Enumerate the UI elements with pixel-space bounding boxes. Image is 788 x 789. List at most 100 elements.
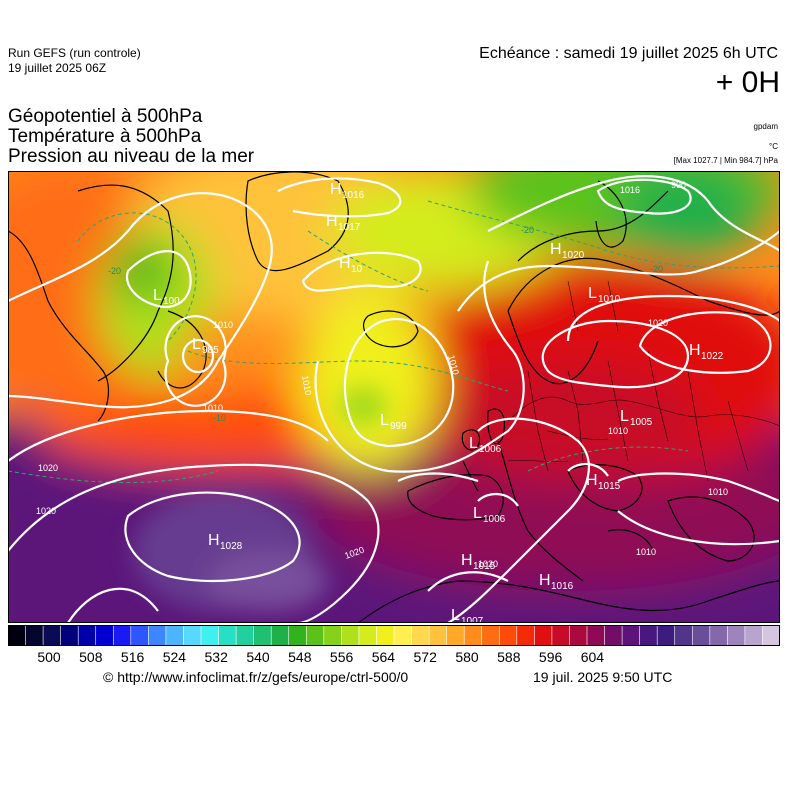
colorbar-cell	[130, 625, 149, 646]
coastlines	[8, 171, 780, 623]
colorbar-cell	[621, 625, 641, 646]
colorbar-cell	[674, 625, 693, 646]
colorbar-cell	[270, 625, 290, 646]
isobar-label: 1010	[636, 547, 656, 557]
center-value: 10	[351, 264, 363, 275]
colorbar-cell	[148, 625, 167, 646]
center-letter: L	[451, 607, 460, 623]
colorbar-cell	[727, 625, 746, 646]
colorbar-cell	[586, 625, 606, 646]
center-value: 999	[390, 421, 407, 432]
forecast-offset: + 0H	[715, 66, 780, 99]
colorbar	[8, 625, 780, 646]
colorbar-tick-label: 524	[162, 649, 187, 665]
isotherm-label: -20	[521, 225, 534, 235]
colorbar-cell	[358, 625, 378, 646]
colorbar-cell	[288, 625, 307, 646]
colorbar-cell	[305, 625, 325, 646]
isobar-label: 1010	[213, 320, 233, 330]
colorbar-cell	[200, 625, 220, 646]
colorbar-tick-label: 508	[79, 649, 103, 665]
isobar-label: 1016	[620, 185, 640, 195]
center-letter: H	[461, 552, 473, 569]
center-letter: L	[469, 435, 478, 452]
param-pressure: Pression au niveau de la mer	[8, 146, 255, 167]
colorbar-tick-label: 564	[371, 649, 396, 665]
center-letter: L	[473, 505, 482, 522]
isobar-label: 1010	[608, 426, 628, 436]
colorbar-cell	[744, 625, 764, 646]
colorbar-cell	[516, 625, 535, 646]
colorbar-cell	[481, 625, 500, 646]
center-letter: H	[550, 241, 562, 258]
colorbar-cell	[183, 625, 202, 646]
weather-map: H 1016 H 1017 H 10 L 100 L 985 L 999 L 1…	[8, 171, 780, 623]
isobar-label: 1020	[648, 318, 668, 328]
isotherm-label: -20	[108, 266, 121, 276]
center-value: 100	[163, 296, 180, 307]
center-value: 985	[202, 345, 219, 356]
isotherm-label: -20	[650, 264, 663, 274]
colorbar-cell	[8, 625, 27, 646]
isobar-label: 990	[671, 180, 686, 190]
colorbar-cell	[463, 625, 483, 646]
center-value: 1006	[483, 514, 506, 525]
colorbar-cell	[323, 625, 342, 646]
colorbar-outline	[8, 625, 780, 646]
colorbar-tick-label: 548	[288, 649, 312, 665]
isotherm-labels: -20 -20 -20 -10	[108, 225, 663, 423]
unit-temperature: °C	[769, 142, 778, 151]
copyright-text: © http://www.infoclimat.fr/z/gefs/europe…	[103, 669, 409, 685]
center-letter: H	[326, 213, 338, 230]
colorbar-cell	[534, 625, 553, 646]
center-value: 1006	[479, 444, 502, 455]
colorbar-tick-label: 604	[580, 649, 605, 665]
colorbar-tick-label: 532	[204, 649, 228, 665]
colorbar-cell	[551, 625, 571, 646]
run-name: Run GEFS (run controle)	[8, 46, 141, 60]
colorbar-tick-label: 596	[538, 649, 563, 665]
colorbar-cell	[112, 625, 132, 646]
colorbar-cell	[341, 625, 360, 646]
isobar-label: 1010	[708, 487, 728, 497]
colorbar-cell	[235, 625, 255, 646]
colorbar-cell	[762, 625, 780, 646]
center-value: 1016	[342, 190, 365, 201]
center-letter: H	[586, 472, 598, 489]
colorbar-cell	[393, 625, 413, 646]
colorbar-cell	[218, 625, 237, 646]
center-letter: L	[192, 336, 201, 353]
colorbar-cell	[656, 625, 676, 646]
center-letter: L	[380, 412, 389, 429]
colorbar-cell	[253, 625, 272, 646]
colorbar-cell	[165, 625, 185, 646]
isobar-label: 1010	[300, 375, 313, 396]
colorbar-cell	[691, 625, 711, 646]
center-letter: H	[689, 342, 701, 359]
center-value: 1015	[598, 481, 621, 492]
center-value: 1020	[562, 250, 585, 261]
center-letter: L	[588, 285, 597, 302]
param-temperature: Température à 500hPa	[8, 126, 202, 147]
colorbar-tick-label: 580	[455, 649, 479, 665]
isobars	[8, 175, 780, 623]
isobar-label: 1020	[38, 463, 58, 473]
colorbar-tick-label: 572	[413, 649, 437, 665]
isobar-label: 1020	[478, 559, 498, 569]
pressure-centers: H 1016 H 1017 H 10 L 100 L 985 L 999 L 1…	[153, 181, 724, 623]
isobar-label: 1020	[36, 506, 56, 516]
center-value: 1015	[473, 561, 496, 572]
run-date: 19 juillet 2025 06Z	[8, 61, 107, 75]
center-value: 1007	[461, 616, 484, 623]
colorbar-cell	[411, 625, 430, 646]
center-value: 1028	[220, 541, 243, 552]
isotherm-label: -10	[213, 413, 226, 423]
colorbar-cell	[376, 625, 395, 646]
colorbar-tick-label: 500	[37, 649, 61, 665]
center-value: 1005	[630, 417, 653, 428]
colorbar-cell	[446, 625, 465, 646]
colorbar-cell	[569, 625, 588, 646]
center-value: 1022	[701, 351, 724, 362]
generated-time: 19 juil. 2025 9:50 UTC	[533, 669, 673, 685]
colorbar-tick-label: 556	[329, 649, 354, 665]
